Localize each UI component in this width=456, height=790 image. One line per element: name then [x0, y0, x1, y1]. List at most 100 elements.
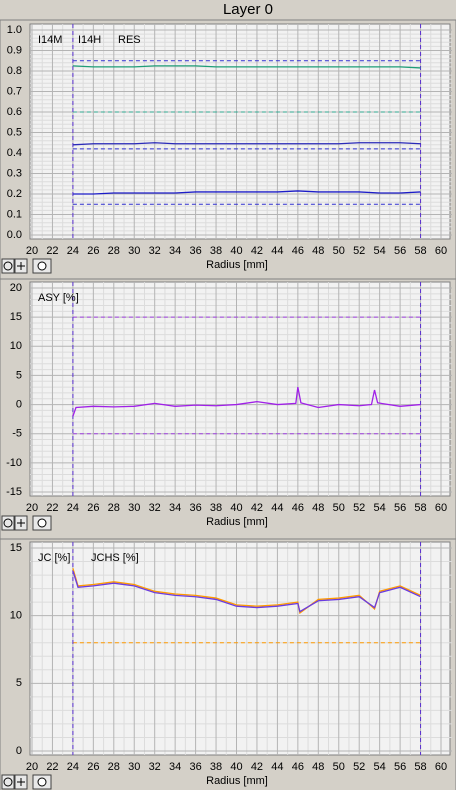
x-tick-label: 60: [435, 761, 447, 773]
icon: [37, 261, 47, 271]
x-tick-label: 34: [169, 502, 181, 514]
x-axis-label: Radius [mm]: [206, 259, 268, 271]
x-tick-label: 32: [149, 245, 161, 257]
x-tick-label: 38: [210, 245, 222, 257]
x-tick-label: 38: [210, 502, 222, 514]
y-tick-label: 0.3: [7, 167, 22, 179]
x-tick-label: 46: [292, 502, 304, 514]
x-tick-label: 36: [189, 502, 201, 514]
x-tick-label: 44: [271, 502, 283, 514]
x-tick-label: 48: [312, 761, 324, 773]
legend-label: I14M: [38, 34, 62, 46]
x-tick-label: 26: [87, 761, 99, 773]
x-tick-label: 38: [210, 761, 222, 773]
x-tick-label: 42: [251, 761, 263, 773]
x-tick-label: 36: [189, 761, 201, 773]
y-tick-label: 20: [10, 282, 22, 294]
icon: [37, 777, 47, 787]
x-tick-label: 40: [230, 761, 242, 773]
x-tick-label: 48: [312, 245, 324, 257]
icon: [3, 777, 13, 787]
x-tick-label: 48: [312, 502, 324, 514]
data-line: [72, 65, 421, 69]
x-tick-label: 56: [394, 502, 406, 514]
zoom-button[interactable]: [1, 515, 15, 531]
icon: [3, 261, 13, 271]
y-tick-label: 0.5: [7, 126, 22, 138]
y-tick-label: -5: [12, 428, 22, 440]
y-tick-label: 0.2: [7, 188, 22, 200]
x-tick-label: 32: [149, 761, 161, 773]
x-tick-label: 42: [251, 245, 263, 257]
x-axis-label: Radius [mm]: [206, 516, 268, 528]
x-tick-label: 36: [189, 245, 201, 257]
data-line: [72, 570, 421, 613]
y-tick-label: 0.4: [7, 147, 22, 159]
x-tick-label: 26: [87, 502, 99, 514]
x-tick-label: 24: [67, 502, 79, 514]
y-tick-label: 0.9: [7, 44, 22, 56]
x-tick-label: 58: [414, 245, 426, 257]
x-tick-label: 28: [108, 245, 120, 257]
zoom-button[interactable]: [1, 258, 15, 274]
x-tick-label: 22: [46, 245, 58, 257]
y-tick-label: 5: [16, 369, 22, 381]
zoom-button[interactable]: [1, 774, 15, 790]
y-tick-label: 10: [10, 610, 22, 622]
x-tick-label: 56: [394, 761, 406, 773]
y-tick-label: 0.7: [7, 85, 22, 97]
x-tick-label: 52: [353, 761, 365, 773]
x-tick-label: 28: [108, 761, 120, 773]
x-tick-label: 58: [414, 761, 426, 773]
y-tick-label: 0.1: [7, 208, 22, 220]
legend-label: JC [%]: [38, 552, 70, 564]
x-tick-label: 30: [128, 245, 140, 257]
x-tick-label: 46: [292, 245, 304, 257]
x-axis-label: Radius [mm]: [206, 775, 268, 787]
x-tick-label: 26: [87, 245, 99, 257]
icon: [37, 518, 47, 528]
y-tick-label: 10: [10, 340, 22, 352]
legend-label: ASY [%]: [38, 292, 79, 304]
x-tick-label: 34: [169, 245, 181, 257]
x-tick-label: 60: [435, 502, 447, 514]
x-tick-label: 28: [108, 502, 120, 514]
x-tick-label: 50: [333, 502, 345, 514]
x-tick-label: 42: [251, 502, 263, 514]
x-tick-label: 20: [26, 502, 38, 514]
y-tick-label: 1.0: [7, 24, 22, 36]
x-tick-label: 50: [333, 245, 345, 257]
y-tick-label: -15: [6, 486, 22, 498]
x-tick-label: 58: [414, 502, 426, 514]
y-tick-label: -10: [6, 457, 22, 469]
legend-label: RES: [118, 34, 141, 46]
x-tick-label: 24: [67, 245, 79, 257]
x-tick-label: 40: [230, 502, 242, 514]
x-tick-label: 52: [353, 502, 365, 514]
data-line: [72, 190, 421, 195]
y-tick-label: 0: [16, 745, 22, 757]
data-line: [72, 386, 421, 417]
x-tick-label: 22: [46, 761, 58, 773]
x-tick-label: 30: [128, 502, 140, 514]
legend-label: I14H: [78, 34, 101, 46]
x-tick-label: 40: [230, 245, 242, 257]
x-tick-label: 52: [353, 245, 365, 257]
icon: [3, 518, 13, 528]
y-tick-label: 15: [10, 542, 22, 554]
data-line: [72, 142, 421, 146]
page-title: Layer 0: [223, 1, 273, 18]
y-tick-label: 0.8: [7, 65, 22, 77]
x-tick-label: 46: [292, 761, 304, 773]
x-tick-label: 54: [374, 245, 386, 257]
x-tick-label: 60: [435, 245, 447, 257]
x-tick-label: 54: [374, 761, 386, 773]
x-tick-label: 44: [271, 761, 283, 773]
x-tick-label: 22: [46, 502, 58, 514]
y-tick-label: 5: [16, 677, 22, 689]
x-tick-label: 34: [169, 761, 181, 773]
y-tick-label: 0.6: [7, 106, 22, 118]
y-tick-label: 0: [16, 398, 22, 410]
